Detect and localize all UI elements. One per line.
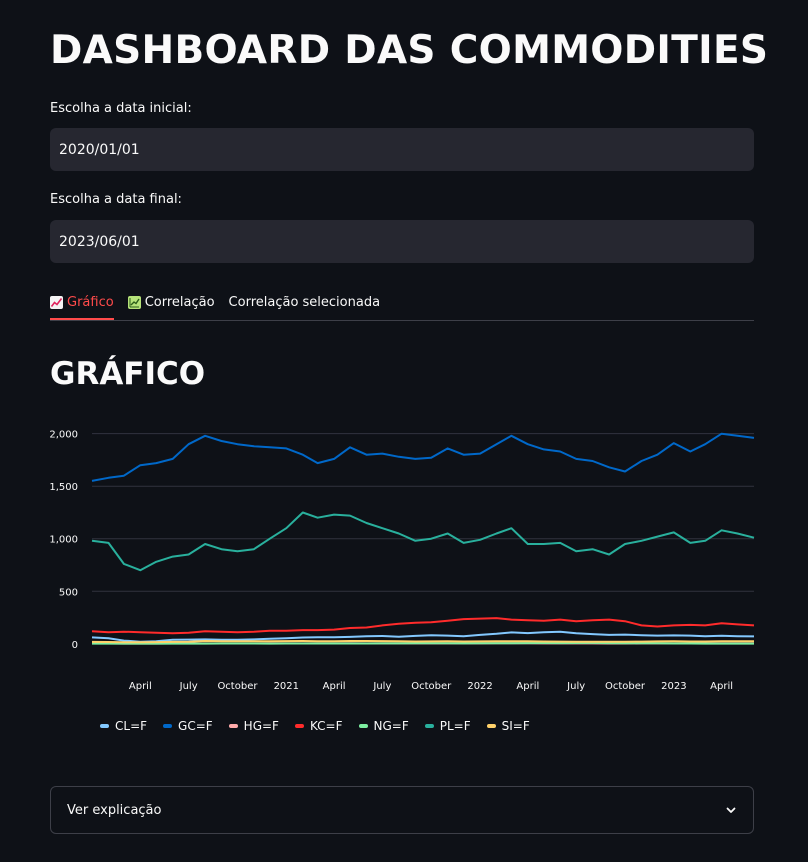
series-line-gc-f [91, 432, 755, 482]
start-date-input[interactable] [50, 128, 754, 171]
x-tick-label: April [323, 681, 346, 692]
legend-item[interactable]: KC=F [294, 719, 343, 733]
legend-swatch [424, 724, 434, 728]
commodities-line-chart[interactable]: 0 500 1,000 1,500 2,000 April July October 2021… [50, 418, 760, 708]
legend-item[interactable]: HG=F [228, 719, 279, 733]
legend-label: HG=F [243, 719, 279, 733]
legend-swatch [294, 724, 304, 728]
series-lines [91, 432, 755, 645]
series-line-si-f [91, 640, 754, 644]
legend-item[interactable]: CL=F [100, 719, 147, 733]
tab-correlacao-selecionada[interactable]: Correlação selecionada [229, 287, 381, 317]
legend-label: NG=F [373, 719, 409, 733]
x-tick-label: October [605, 681, 646, 692]
legend-label: GC=F [178, 719, 213, 733]
chart-legend: CL=F GC=F HG=F KC=F NG=F PL=F SI=F [100, 719, 530, 733]
tab-label: Correlação [144, 294, 215, 310]
legend-item[interactable]: NG=F [358, 719, 409, 733]
x-axis-ticks: April July October 2021 April July October 2022… [129, 681, 733, 692]
x-tick-label: 2022 [467, 681, 492, 692]
x-tick-label: October [411, 681, 452, 692]
chart-increasing-icon [50, 296, 63, 309]
page-title: DASHBOARD DAS COMMODITIES [50, 28, 769, 73]
y-tick-label: 500 [59, 587, 78, 598]
grid-lines [92, 433, 754, 645]
x-tick-label: July [179, 681, 198, 692]
tab-grafico[interactable]: Gráfico [50, 287, 114, 320]
y-tick-label: 1,500 [50, 482, 78, 493]
section-title: GRÁFICO [50, 356, 206, 392]
x-tick-label: April [516, 681, 539, 692]
chevron-down-icon [725, 801, 737, 820]
legend-label: SI=F [501, 719, 530, 733]
x-tick-label: July [372, 681, 391, 692]
legend-item[interactable]: SI=F [486, 719, 530, 733]
end-date-input[interactable] [50, 220, 754, 263]
x-tick-label: 2021 [274, 681, 299, 692]
y-axis-ticks: 0 500 1,000 1,500 2,000 [50, 430, 78, 651]
legend-swatch [228, 724, 238, 728]
series-line-cl-f [91, 630, 755, 643]
series-line-ng-f [92, 641, 754, 645]
y-tick-label: 0 [72, 640, 78, 651]
x-tick-label: April [710, 681, 733, 692]
y-tick-label: 1,000 [50, 535, 78, 546]
legend-swatch [358, 724, 368, 728]
tab-label: Gráfico [67, 295, 114, 310]
x-tick-label: 2023 [661, 681, 686, 692]
x-tick-label: April [129, 681, 152, 692]
end-date-label: Escolha a data final: [50, 192, 182, 207]
tab-bar: Gráfico Correlação Correlação selecionad… [50, 287, 754, 321]
legend-item[interactable]: GC=F [163, 719, 213, 733]
legend-label: CL=F [115, 719, 148, 733]
legend-item[interactable]: PL=F [424, 719, 471, 733]
y-tick-label: 2,000 [50, 430, 78, 441]
tab-correlacao[interactable]: Correlação [127, 287, 215, 317]
series-line-kc-f [91, 617, 755, 635]
explanation-expander[interactable]: Ver explicação [50, 786, 754, 834]
series-line-pl-f [91, 511, 755, 572]
chart-with-upwards-trend-icon [127, 295, 141, 309]
legend-label: KC=F [309, 719, 343, 733]
x-tick-label: July [566, 681, 585, 692]
expander-label: Ver explicação [67, 802, 162, 818]
tab-label: Correlação selecionada [228, 294, 381, 310]
x-tick-label: October [217, 681, 258, 692]
legend-label: PL=F [439, 719, 471, 733]
legend-swatch [163, 724, 173, 728]
legend-swatch [100, 724, 109, 728]
start-date-label: Escolha a data inicial: [50, 101, 192, 116]
legend-swatch [486, 724, 496, 728]
